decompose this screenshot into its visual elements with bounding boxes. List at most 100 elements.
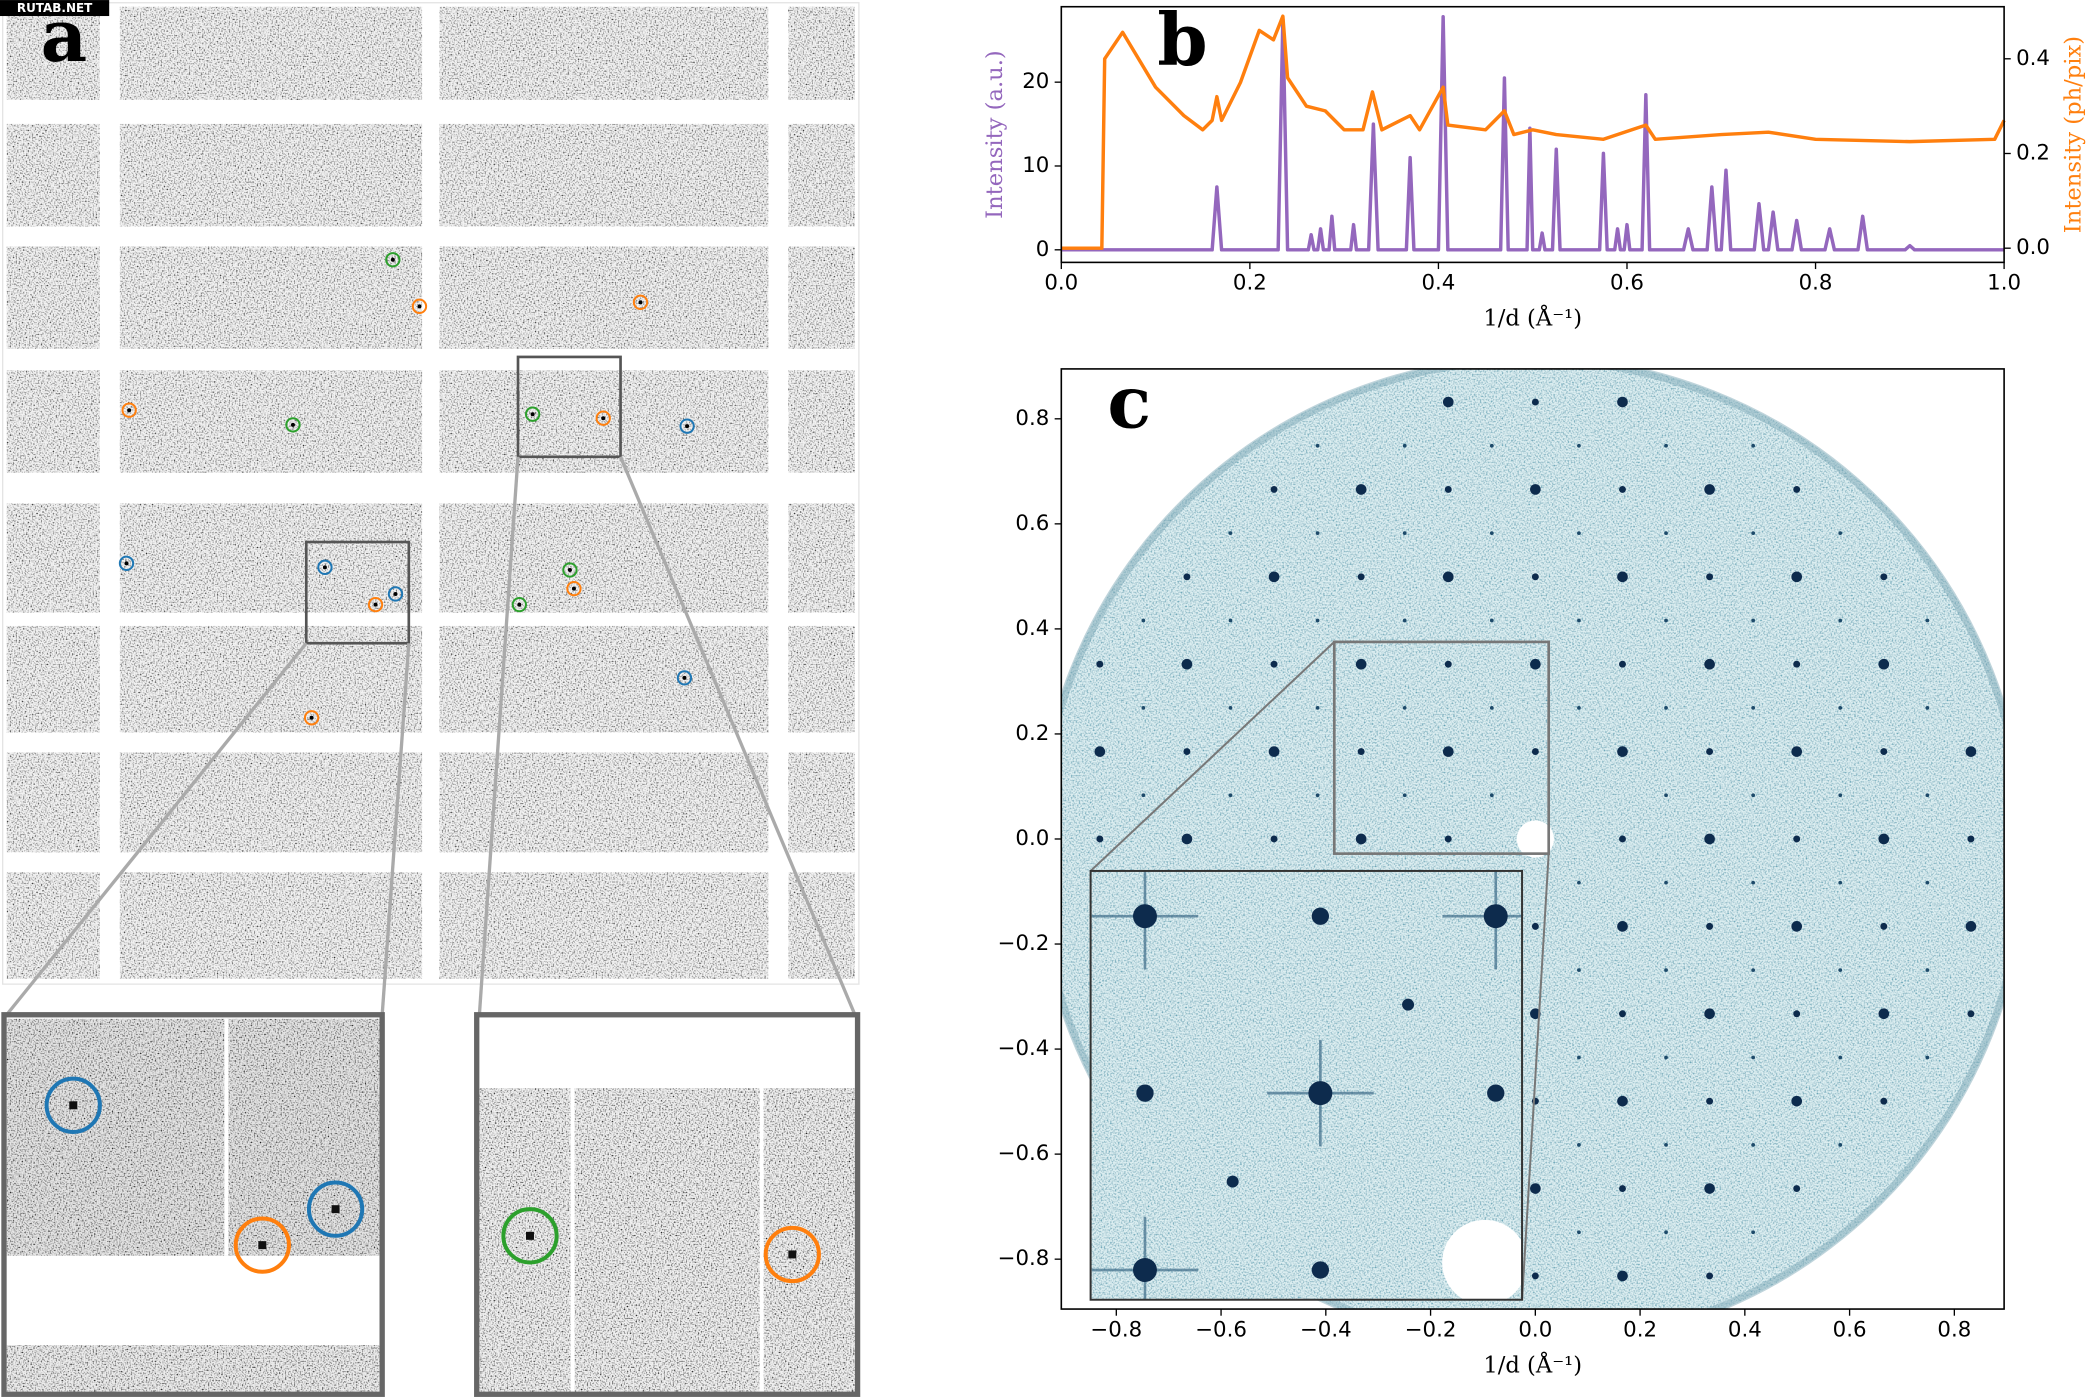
weak-spot — [1402, 443, 1407, 448]
y-tick-label: 0 — [1036, 237, 1050, 262]
inset-noise — [479, 1088, 855, 1392]
diffraction-spot — [1704, 484, 1715, 495]
diffraction-spot — [1355, 484, 1367, 495]
y-tick-label: 20 — [1022, 69, 1049, 94]
detector-module — [119, 6, 423, 100]
diffraction-spot — [1706, 573, 1714, 581]
weak-spot — [1577, 968, 1581, 972]
zoom-box — [1332, 640, 1551, 855]
detector-module — [788, 370, 855, 473]
y-tick-label: 0.2 — [1015, 721, 1049, 746]
weak-spot — [1664, 706, 1668, 710]
weak-spot — [1141, 793, 1146, 798]
spot-dot — [393, 591, 398, 596]
detector-module — [439, 6, 769, 100]
diffraction-spot — [1442, 746, 1454, 757]
diffraction-spot — [1791, 571, 1803, 583]
x-axis-label: 1/d (Å⁻¹) — [1483, 1350, 1582, 1378]
weak-spot — [1838, 968, 1843, 972]
y-tick-label: 0.8 — [1015, 406, 1049, 431]
x-tick-label: 1.0 — [1987, 271, 2021, 296]
detector-module — [6, 625, 100, 733]
weak-spot — [1489, 793, 1494, 798]
watermark: RUTAB.NET — [17, 1, 93, 15]
zoom-box — [304, 540, 411, 645]
diffraction-spot — [1132, 1258, 1157, 1282]
weak-spot — [1315, 531, 1320, 535]
diffraction-spot — [1619, 485, 1626, 493]
diffraction-spot — [1530, 658, 1541, 670]
zoom-box — [516, 355, 622, 459]
diffraction-spot — [1706, 1097, 1714, 1105]
y-tick-label: 0.6 — [1015, 511, 1049, 536]
weak-spot — [1751, 531, 1756, 535]
diffraction-spot — [1967, 835, 1975, 843]
diffraction-spot — [1444, 485, 1452, 493]
diffraction-spot — [1096, 660, 1104, 668]
y2-tick-label: 0.4 — [2016, 46, 2050, 71]
spot-dot — [69, 1101, 78, 1110]
diffraction-spot — [1878, 1008, 1890, 1020]
diffraction-spot — [1880, 748, 1888, 756]
weak-spot — [1664, 880, 1668, 885]
detector-module — [788, 872, 855, 979]
diffraction-spot — [1357, 573, 1365, 581]
spot-marker — [385, 252, 401, 268]
diffraction-spot — [1791, 921, 1803, 932]
weak-spot — [1315, 618, 1320, 623]
diffraction-spot — [1706, 748, 1714, 756]
beamstop — [1442, 1219, 1523, 1300]
y-tick-label: −0.8 — [998, 1246, 1050, 1271]
weak-spot — [1228, 793, 1233, 798]
x-axis-label: 1/d (Å⁻¹) — [1483, 304, 1582, 332]
diffraction-spot — [1096, 835, 1104, 843]
diffraction-spot — [1311, 1261, 1330, 1279]
diffraction-spot — [1183, 573, 1191, 581]
x-tick-label: 0.4 — [1421, 271, 1455, 296]
spot-dot — [417, 304, 422, 309]
detector-module — [6, 246, 100, 349]
inset — [1090, 870, 1523, 1300]
diffraction-spot — [1311, 907, 1330, 925]
x-tick-label: 0.6 — [1610, 271, 1644, 296]
weak-spot — [1402, 531, 1407, 535]
weak-spot — [1664, 968, 1668, 972]
diffraction-spot — [1791, 1095, 1803, 1107]
x-tick-label: 0.8 — [1799, 271, 1833, 296]
spot-marker — [285, 417, 301, 433]
spot-dot — [127, 408, 132, 413]
detector-module — [6, 6, 100, 100]
weak-spot — [1925, 618, 1930, 623]
detector-module — [788, 246, 855, 349]
zoom-line — [380, 643, 411, 1015]
zoom-line — [619, 456, 857, 1016]
weak-spot — [1577, 880, 1581, 885]
spot-marker — [44, 1076, 102, 1134]
diffraction-spot — [1444, 660, 1452, 668]
diffraction-spot — [1793, 485, 1801, 493]
detector-module — [119, 503, 423, 613]
diffraction-spot — [1268, 571, 1280, 583]
spot-marker — [632, 294, 649, 310]
y-axis-label: Intensity (a.u.) — [982, 50, 1008, 219]
y-tick-label: 10 — [1022, 153, 1049, 178]
diffraction-spot — [1617, 1095, 1628, 1107]
inset-noise — [6, 1345, 380, 1392]
detector-module — [788, 123, 855, 227]
x-tick-label: −0.8 — [1090, 1317, 1142, 1342]
weak-spot — [1402, 998, 1415, 1011]
weak-spot — [1141, 618, 1146, 623]
weak-spot — [1751, 1142, 1756, 1147]
weak-spot — [1751, 1055, 1756, 1060]
weak-spot — [1838, 1055, 1843, 1060]
zoom-line — [1521, 853, 1550, 1300]
spot-marker — [303, 710, 320, 726]
weak-spot — [1664, 531, 1668, 535]
diffraction-spot — [1531, 1272, 1539, 1280]
diffraction-spot — [1270, 660, 1278, 668]
inset-frame — [474, 1012, 861, 1397]
spot-marker — [511, 596, 527, 613]
inset-noise — [6, 1018, 380, 1256]
diffraction-spot — [1619, 835, 1626, 843]
